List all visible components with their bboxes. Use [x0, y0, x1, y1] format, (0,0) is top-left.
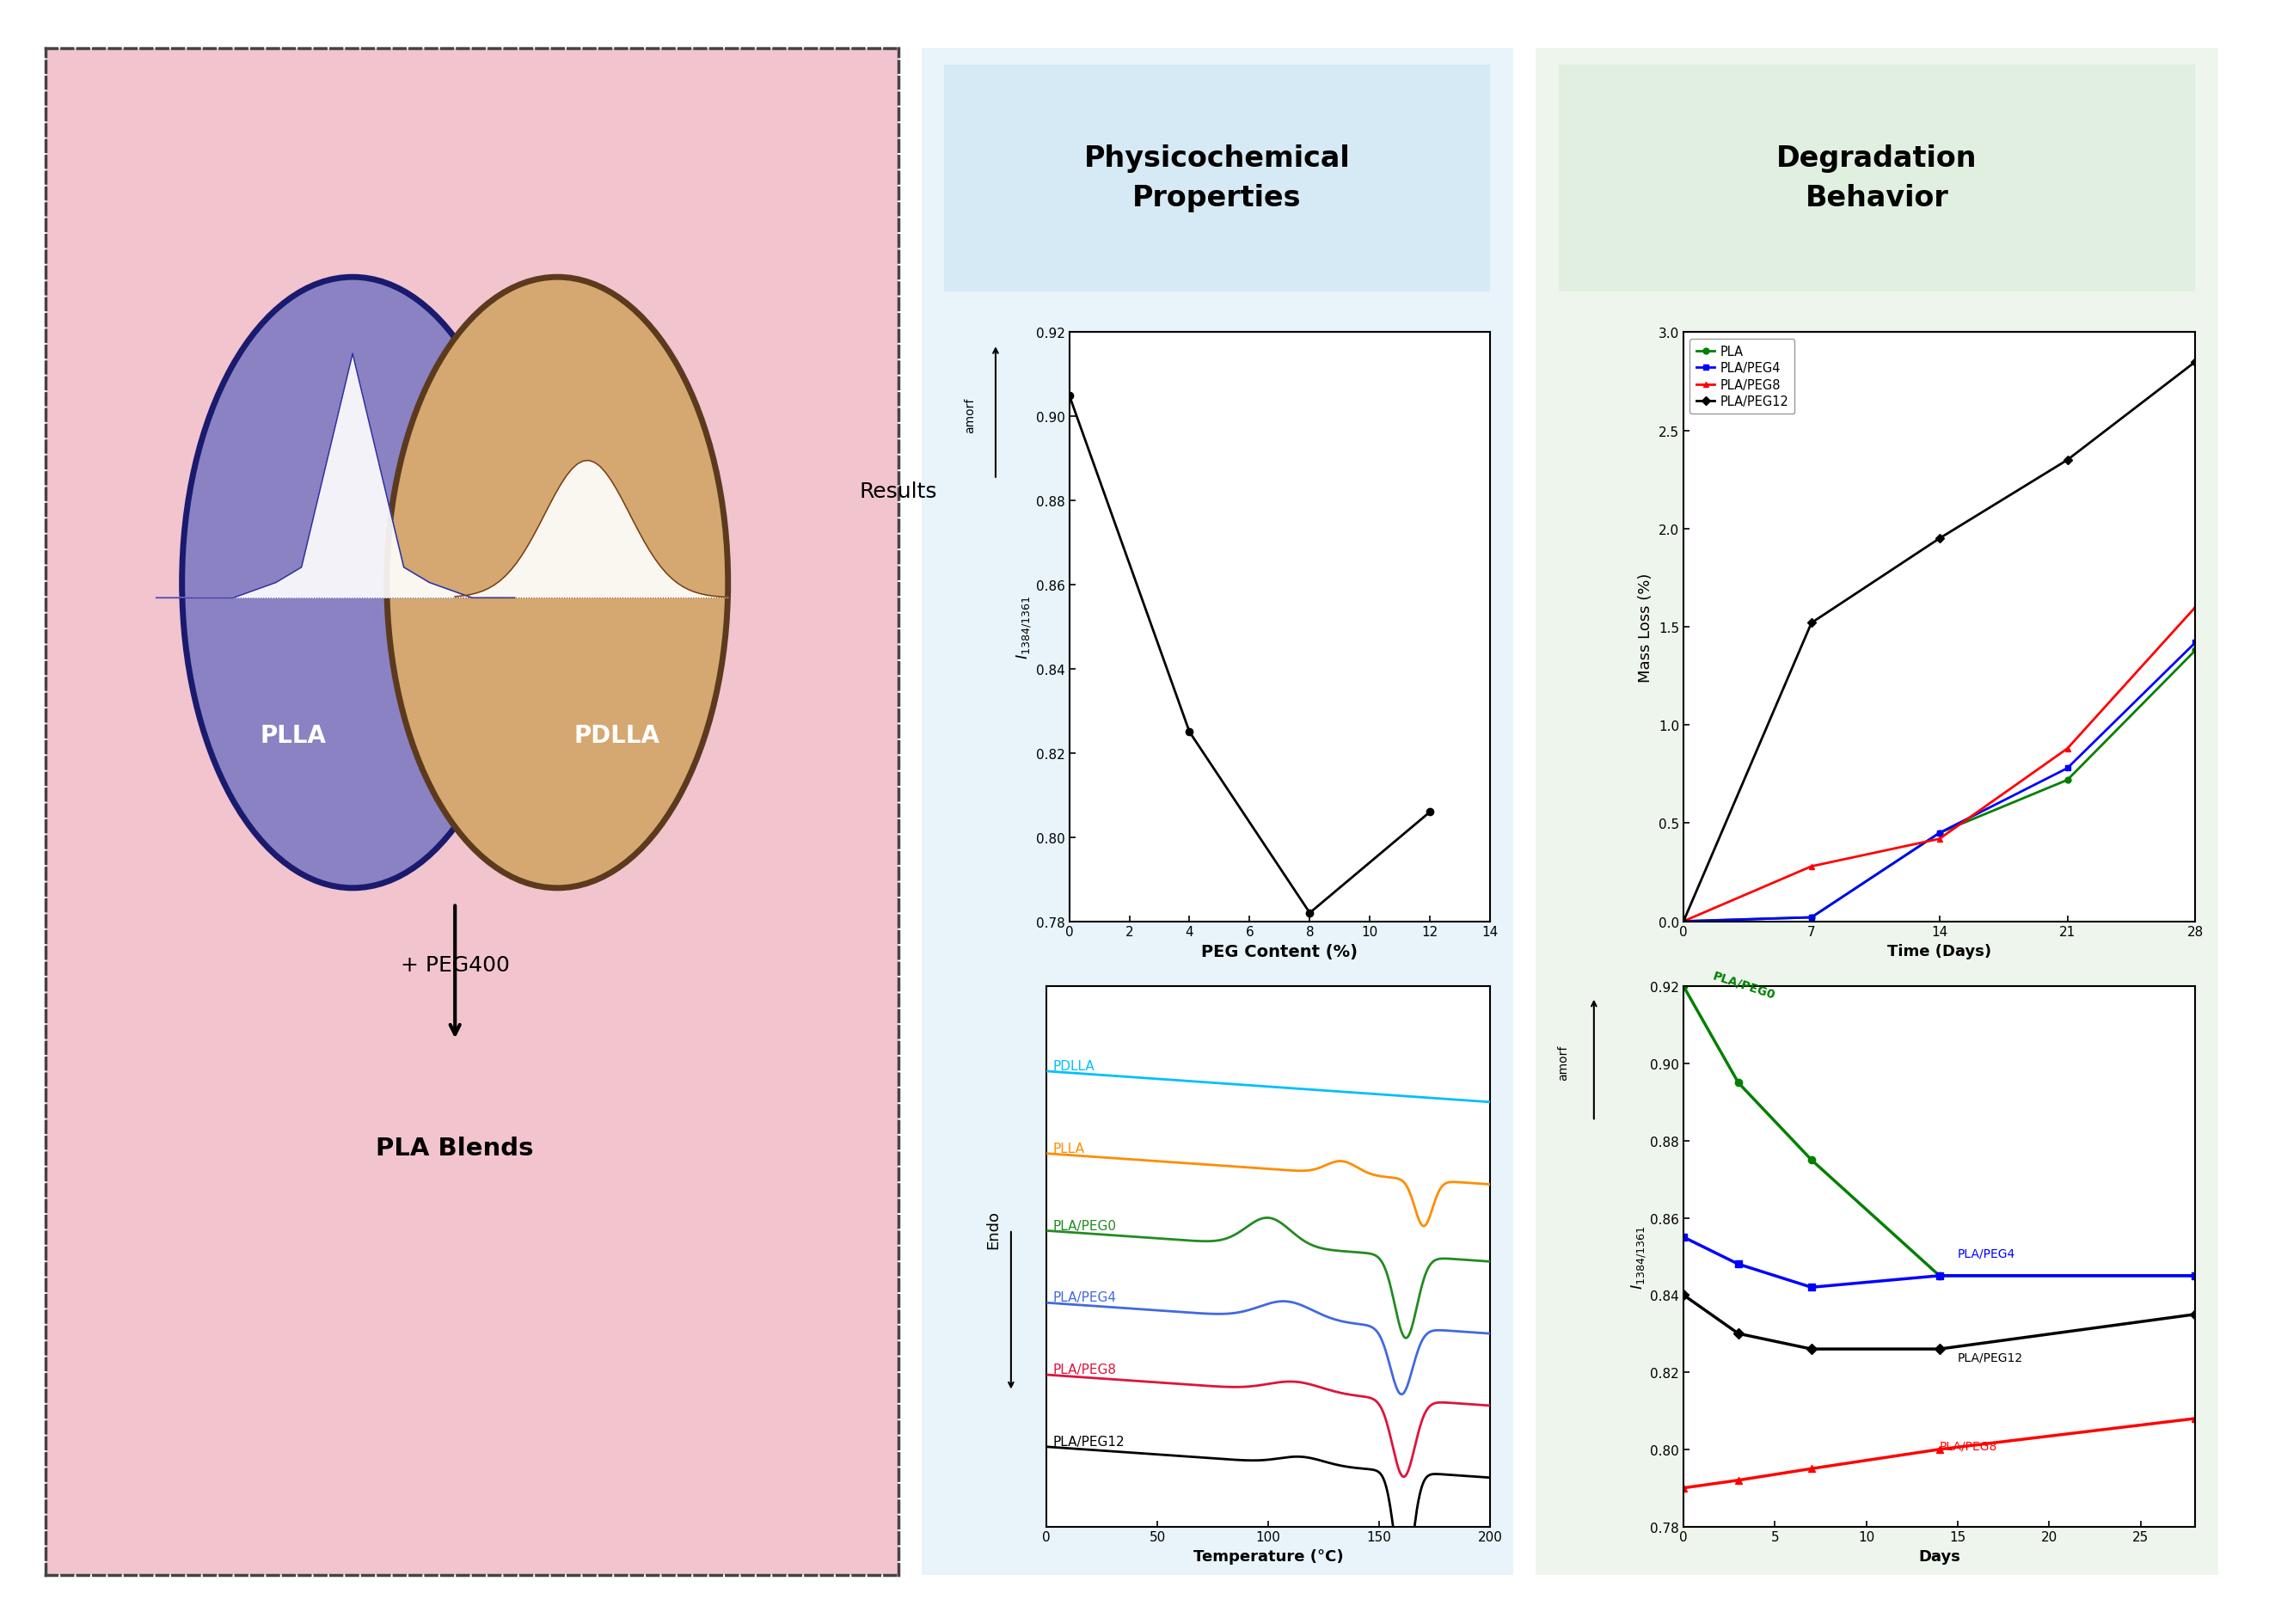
X-axis label: Days: Days: [1918, 1548, 1961, 1564]
Text: PLA/PEG8: PLA/PEG8: [1938, 1440, 1997, 1452]
Text: Endo: Endo: [985, 1210, 1001, 1249]
Text: Physicochemical
Properties: Physicochemical Properties: [1083, 145, 1351, 213]
PLA/PEG4: [1797, 908, 1825, 927]
X-axis label: Temperature (°C): Temperature (°C): [1194, 1548, 1342, 1564]
Polygon shape: [455, 461, 728, 598]
Text: PLA/PEG12: PLA/PEG12: [1053, 1436, 1126, 1449]
Y-axis label: $I_{1384/1361}$: $I_{1384/1361}$: [1015, 596, 1033, 659]
X-axis label: Time (Days): Time (Days): [1888, 944, 1991, 958]
Text: Results: Results: [860, 481, 937, 502]
Circle shape: [182, 278, 523, 888]
Line: PLA/PEG8: PLA/PEG8: [1681, 604, 2198, 924]
X-axis label: PEG Content (%): PEG Content (%): [1201, 944, 1358, 960]
PLA/PEG8: [1670, 913, 1697, 932]
Circle shape: [387, 278, 728, 888]
Text: PLA/PEG8: PLA/PEG8: [1053, 1363, 1117, 1376]
Y-axis label: Mass Loss (%): Mass Loss (%): [1638, 573, 1654, 682]
PLA/PEG12: [1797, 614, 1825, 633]
PLA/PEG8: [2054, 739, 2082, 758]
PLA/PEG8: [1797, 857, 1825, 877]
PLA: [1797, 908, 1825, 927]
Text: PDLLA: PDLLA: [573, 724, 660, 747]
Text: PLLA: PLLA: [1053, 1142, 1085, 1155]
PLA/PEG12: [1670, 913, 1697, 932]
Text: PDLLA: PDLLA: [1053, 1059, 1094, 1072]
Text: PLA/PEG4: PLA/PEG4: [1053, 1291, 1117, 1304]
PLA: [1670, 913, 1697, 932]
Line: PLA/PEG4: PLA/PEG4: [1681, 640, 2198, 924]
PLA: [2182, 641, 2209, 661]
PLA/PEG8: [1925, 830, 1952, 849]
Text: + PEG400: + PEG400: [400, 955, 510, 974]
Text: amorf: amorf: [1556, 1044, 1570, 1080]
PLA/PEG4: [1670, 913, 1697, 932]
PLA/PEG4: [2182, 633, 2209, 653]
PLA/PEG4: [2054, 758, 2082, 778]
Text: PLA/PEG12: PLA/PEG12: [1959, 1351, 2022, 1363]
Text: Degradation
Behavior: Degradation Behavior: [1777, 145, 1977, 213]
PLA: [2054, 771, 2082, 791]
PLA/PEG12: [2182, 352, 2209, 372]
Text: PLA/PEG0: PLA/PEG0: [1711, 970, 1777, 1000]
PLA/PEG4: [1925, 823, 1952, 843]
PLA/PEG12: [2054, 451, 2082, 471]
Line: PLA: PLA: [1681, 648, 2198, 924]
Text: PLA/PEG4: PLA/PEG4: [1959, 1247, 2016, 1259]
Text: PLLA: PLLA: [259, 724, 325, 747]
PLA: [1925, 823, 1952, 843]
Line: PLA/PEG12: PLA/PEG12: [1681, 359, 2198, 924]
Text: PLA/PEG0: PLA/PEG0: [1053, 1220, 1117, 1233]
Text: PLA Blends: PLA Blends: [375, 1135, 535, 1160]
PLA/PEG12: [1925, 529, 1952, 549]
PLA/PEG8: [2182, 598, 2209, 617]
Y-axis label: $I_{1384/1361}$: $I_{1384/1361}$: [1629, 1224, 1647, 1288]
Legend: PLA, PLA/PEG4, PLA/PEG8, PLA/PEG12: PLA, PLA/PEG4, PLA/PEG8, PLA/PEG12: [1690, 339, 1795, 414]
Text: amorf: amorf: [965, 398, 976, 434]
Polygon shape: [157, 354, 514, 598]
